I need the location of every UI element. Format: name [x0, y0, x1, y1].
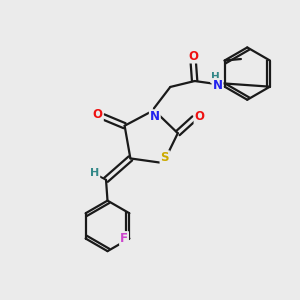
- Text: F: F: [120, 232, 128, 245]
- Text: H: H: [211, 73, 220, 82]
- Text: O: O: [93, 108, 103, 121]
- Text: N: N: [150, 110, 160, 123]
- Text: H: H: [90, 168, 99, 178]
- Text: O: O: [194, 110, 205, 123]
- Text: O: O: [188, 50, 198, 63]
- Text: N: N: [212, 79, 223, 92]
- Text: S: S: [160, 151, 169, 164]
